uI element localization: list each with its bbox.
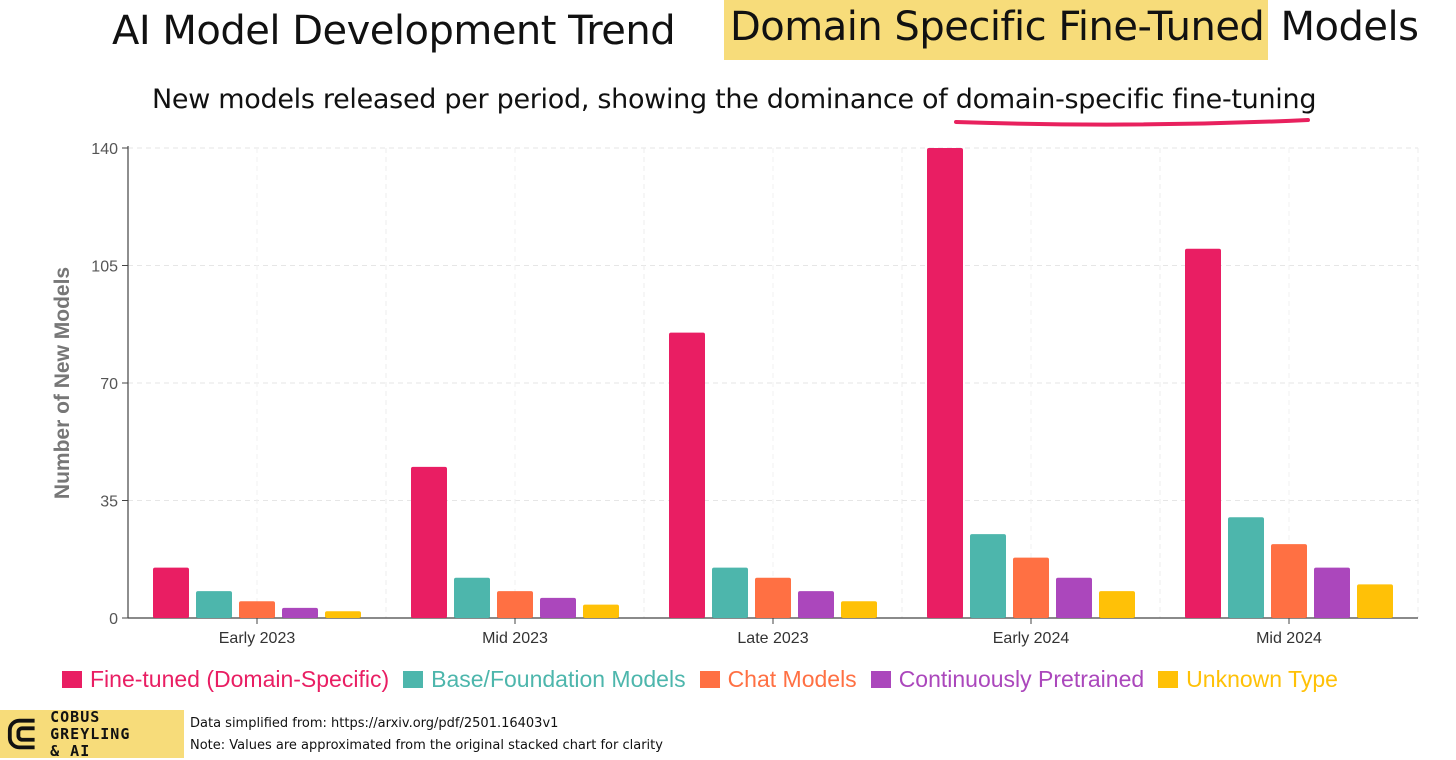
- y-tick-label: 105: [91, 259, 118, 276]
- bar: [1056, 577, 1092, 618]
- legend-item: Chat Models: [699, 666, 857, 693]
- legend-label: Unknown Type: [1186, 666, 1338, 692]
- logo-text-line2: & AI: [50, 741, 91, 760]
- legend-label: Fine-tuned (Domain-Specific): [90, 666, 390, 692]
- legend-item: Unknown Type: [1158, 666, 1338, 693]
- chart-legend: Fine-tuned (Domain-Specific) Base/Foundat…: [62, 666, 1338, 693]
- bar: [1013, 557, 1049, 618]
- legend-label: Chat Models: [727, 666, 857, 692]
- bar-chart: 0 35 70 105 140 Number of New Models Early 202…: [51, 141, 1419, 647]
- chart-subtitle: New models released per period, showing …: [152, 84, 1316, 115]
- chart-title-right: Domain Specific Fine-Tuned Models: [724, 0, 1419, 60]
- bar: [282, 607, 318, 618]
- brand-logo: COBUS GREYLING & AI: [0, 707, 184, 760]
- logo-text: COBUS GREYLING & AI: [50, 707, 184, 760]
- source-note: Data simplified from: https://arxiv.org/…: [190, 716, 559, 731]
- legend-label: Base/Foundation Models: [431, 666, 686, 692]
- x-tick-label: Early 2024: [993, 630, 1070, 647]
- legend-item: Continuously Pretrained: [870, 666, 1145, 693]
- bar: [712, 567, 748, 618]
- legend-label: Continuously Pretrained: [898, 666, 1145, 692]
- x-tick-label: Mid 2023: [482, 630, 548, 647]
- bar: [927, 148, 963, 618]
- bar: [153, 567, 189, 618]
- y-tick-label: 35: [100, 494, 118, 511]
- bar: [970, 534, 1006, 618]
- bar: [497, 591, 533, 618]
- legend-swatch: [403, 671, 424, 688]
- bar: [1314, 567, 1350, 618]
- legend-swatch: [62, 671, 82, 688]
- legend-item: Base/Foundation Models: [403, 666, 686, 693]
- chart-title-left: AI Model Development Trend: [112, 8, 676, 54]
- x-tick-label: Late 2023: [737, 630, 808, 647]
- legend-swatch: [699, 671, 720, 688]
- x-tick-label: Early 2023: [219, 630, 296, 647]
- subtitle-prefix: New models released per period, showing …: [152, 84, 956, 115]
- bar: [196, 591, 232, 618]
- bar: [1228, 517, 1264, 618]
- legend-swatch: [870, 671, 891, 688]
- bar: [841, 601, 877, 618]
- bar: [798, 591, 834, 618]
- bar: [540, 597, 576, 618]
- approximation-note: Note: Values are approximated from the o…: [190, 738, 663, 753]
- logo-text-line1: COBUS GREYLING: [50, 707, 131, 743]
- legend-swatch: [1158, 671, 1179, 688]
- bar: [1185, 248, 1221, 618]
- bar: [1271, 544, 1307, 618]
- title-highlight: Domain Specific Fine-Tuned: [724, 0, 1269, 60]
- bar: [755, 577, 791, 618]
- footer-notes: Data simplified from: https://arxiv.org/…: [190, 713, 663, 757]
- bar: [669, 332, 705, 618]
- bar: [1099, 591, 1135, 618]
- y-tick-label: 70: [100, 376, 118, 393]
- bar: [1357, 584, 1393, 618]
- logo-mark-icon: [7, 718, 35, 750]
- bar: [411, 466, 447, 618]
- title-models-word: Models: [1280, 4, 1419, 50]
- subtitle-underlined: domain-specific fine-tuning: [955, 84, 1317, 115]
- x-tick-label: Mid 2024: [1256, 630, 1322, 647]
- bar: [239, 601, 275, 618]
- legend-item: Fine-tuned (Domain-Specific): [62, 666, 389, 693]
- bar: [454, 577, 490, 618]
- y-tick-label: 0: [109, 611, 118, 628]
- y-tick-label: 140: [91, 141, 118, 158]
- bar: [325, 611, 361, 618]
- subtitle-underline-stroke: [954, 118, 1310, 127]
- bar: [583, 604, 619, 618]
- y-axis-title: Number of New Models: [51, 267, 74, 499]
